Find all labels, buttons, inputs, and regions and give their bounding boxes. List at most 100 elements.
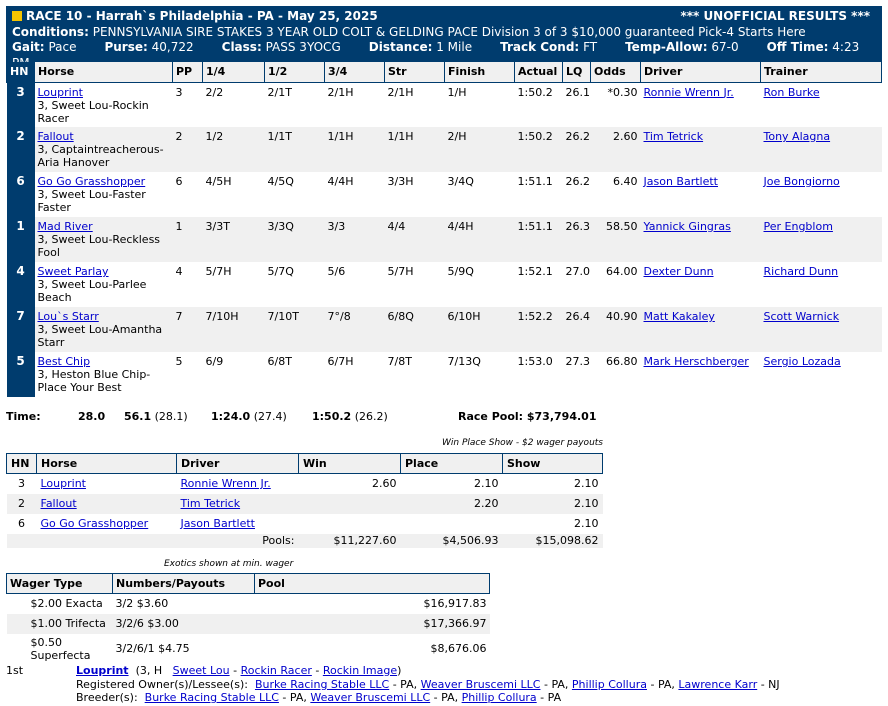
table-row: 1 Mad River 3, Sweet Lou-Reckless Fool 1 3/3…: [6, 217, 882, 262]
trainer-link[interactable]: Sergio Lozada: [763, 355, 841, 368]
winner-place: 1st: [6, 664, 24, 677]
horse-link[interactable]: Go Go Grasshopper: [37, 175, 146, 188]
show-payout: 2.10: [574, 517, 599, 530]
column-header: Odds: [590, 62, 641, 83]
driver-link[interactable]: Tim Tetrick: [643, 130, 704, 143]
column-header: Pool: [254, 573, 490, 594]
conditions-text: PENNSYLVANIA SIRE STAKES 3 YEAR OLD COLT…: [92, 24, 806, 39]
split-time: 1:24.0 (27.4): [211, 410, 287, 423]
info-value: 67-0: [711, 40, 739, 54]
owner-state: - PA,: [389, 677, 418, 691]
driver-link[interactable]: Mark Herschberger: [643, 355, 749, 368]
hn-cell: 3: [6, 82, 35, 127]
info-label: Gait:: [12, 40, 45, 54]
dam-link[interactable]: Rockin Racer: [240, 664, 312, 677]
column-header: 1/4: [202, 62, 265, 83]
horse-link[interactable]: Louprint: [37, 85, 83, 99]
horse-link[interactable]: Louprint: [40, 477, 86, 491]
quarter-value: (28.1): [154, 410, 188, 423]
winner-horse-link[interactable]: Louprint: [76, 664, 129, 677]
column-header: Trainer: [760, 62, 882, 83]
win-pool: $11,227.60: [298, 533, 401, 548]
horse-link[interactable]: Mad River: [37, 220, 93, 233]
race-header: RACE 10 - Harrah`s Philadelphia - PA - M…: [6, 6, 882, 70]
info-item: Class: PASS 3YOCG: [222, 40, 355, 54]
owner-link[interactable]: Weaver Bruscemi LLC: [420, 677, 541, 691]
info-label: Track Cond:: [500, 40, 580, 54]
column-header: Numbers/Payouts: [112, 573, 255, 594]
q2-cell: 1/1T: [264, 127, 325, 172]
trainer-link[interactable]: Tony Alagna: [763, 130, 831, 143]
finish-cell: 7/13Q: [447, 355, 481, 368]
driver-link[interactable]: Jason Bartlett: [180, 517, 256, 530]
results-table: HN Horse PP 1/4 1/2 3/4 Str Finish Actual LQ Odds D…: [6, 62, 882, 397]
horse-link[interactable]: Fallout: [40, 497, 77, 510]
breeder-state: - PA: [536, 691, 562, 704]
breeder-link[interactable]: Phillip Collura: [461, 691, 537, 704]
trainer-cell: Sergio Lozada: [761, 352, 882, 397]
trainer-link[interactable]: Richard Dunn: [763, 265, 839, 278]
win-payout: [298, 493, 401, 514]
horse-link[interactable]: Best Chip: [37, 355, 91, 368]
horse-link[interactable]: Go Go Grasshopper: [40, 517, 149, 530]
table-row: 2 Fallout 3, Captaintreacherous-Aria Hanov…: [6, 127, 882, 172]
q1-cell: 6/9: [205, 355, 224, 368]
breeders-label: Breeder(s):: [76, 691, 138, 704]
table-row: 6 Go Go Grasshopper 3, Sweet Lou-Faster Fa…: [6, 172, 882, 217]
hn-cell: 6: [18, 517, 25, 530]
pp-cell: 2: [172, 127, 203, 172]
driver-link[interactable]: Ronnie Wrenn Jr.: [643, 85, 734, 99]
info-item: Purse: 40,722: [104, 40, 207, 54]
wps-payouts-table: HN Horse Driver Win Place Show 3 Louprint Ronnie…: [6, 453, 603, 548]
breeder-link[interactable]: Burke Racing Stable LLC: [144, 691, 279, 704]
table-row: 3 Louprint Ronnie Wrenn Jr. 2.60 2.10 2.10: [7, 474, 603, 494]
column-header: PP: [172, 62, 203, 83]
driver-link[interactable]: Jason Bartlett: [643, 175, 719, 188]
table-row: 5 Best Chip 3, Heston Blue Chip-Place Your…: [6, 352, 882, 397]
quarter-value: (27.4): [253, 410, 287, 423]
split-value: 28.0: [78, 410, 106, 423]
driver-link[interactable]: Matt Kakaley: [643, 310, 715, 323]
column-header: Win: [298, 453, 401, 474]
race-pool: Race Pool: $73,794.01: [458, 410, 597, 423]
info-label: Off Time:: [766, 40, 829, 54]
horse-link[interactable]: Lou`s Starr: [37, 310, 99, 323]
owner-link[interactable]: Burke Racing Stable LLC: [254, 677, 390, 691]
finish-cell: 6/10H: [444, 307, 515, 352]
horse-link[interactable]: Fallout: [37, 130, 74, 143]
damsire-link[interactable]: Rockin Image: [322, 664, 398, 677]
win-payout: [299, 514, 401, 534]
driver-link[interactable]: Yannick Gingras: [643, 220, 731, 233]
horse-link[interactable]: Sweet Parlay: [37, 265, 109, 278]
info-item: Track Cond: FT: [500, 40, 611, 54]
q2-cell: 2/1T: [267, 85, 292, 99]
wager-type: $2.00 Exacta: [30, 597, 103, 611]
owner-link[interactable]: Lawrence Karr: [678, 677, 758, 691]
trainer-link[interactable]: Scott Warnick: [763, 310, 840, 323]
trainer-cell: Ron Burke: [761, 82, 882, 127]
column-header: Str: [384, 62, 445, 83]
horse-cell: Best Chip 3, Heston Blue Chip-Place Your …: [35, 352, 173, 397]
column-header: 1/2: [264, 62, 325, 83]
driver-link[interactable]: Tim Tetrick: [180, 497, 241, 510]
trainer-link[interactable]: Per Engblom: [763, 220, 833, 233]
column-header: Show: [502, 453, 603, 474]
column-header: HN: [6, 453, 37, 474]
trainer-link[interactable]: Joe Bongiorno: [763, 175, 840, 188]
driver-cell: Jason Bartlett: [641, 172, 761, 217]
winner-details: 1st Louprint (3, H Sweet Lou - Rockin Ra…: [6, 664, 780, 704]
trainer-link[interactable]: Ron Burke: [763, 85, 820, 99]
q3-cell: 4/4H: [327, 175, 354, 188]
owner-state: - PA,: [540, 677, 569, 691]
driver-link[interactable]: Ronnie Wrenn Jr.: [180, 477, 271, 491]
show-payout: 2.10: [502, 493, 603, 514]
driver-link[interactable]: Dexter Dunn: [643, 265, 714, 278]
sire-link[interactable]: Sweet Lou: [172, 664, 230, 677]
q1-cell: 7/10H: [202, 307, 265, 352]
owner-link[interactable]: Phillip Collura: [571, 677, 647, 691]
info-label: Temp-Allow:: [625, 40, 708, 54]
owners-label: Registered Owner(s)/Lessee(s):: [76, 677, 248, 691]
split-time: 28.0: [78, 410, 105, 423]
owner-state: - PA,: [646, 677, 675, 691]
breeder-link[interactable]: Weaver Bruscemi LLC: [310, 691, 431, 704]
